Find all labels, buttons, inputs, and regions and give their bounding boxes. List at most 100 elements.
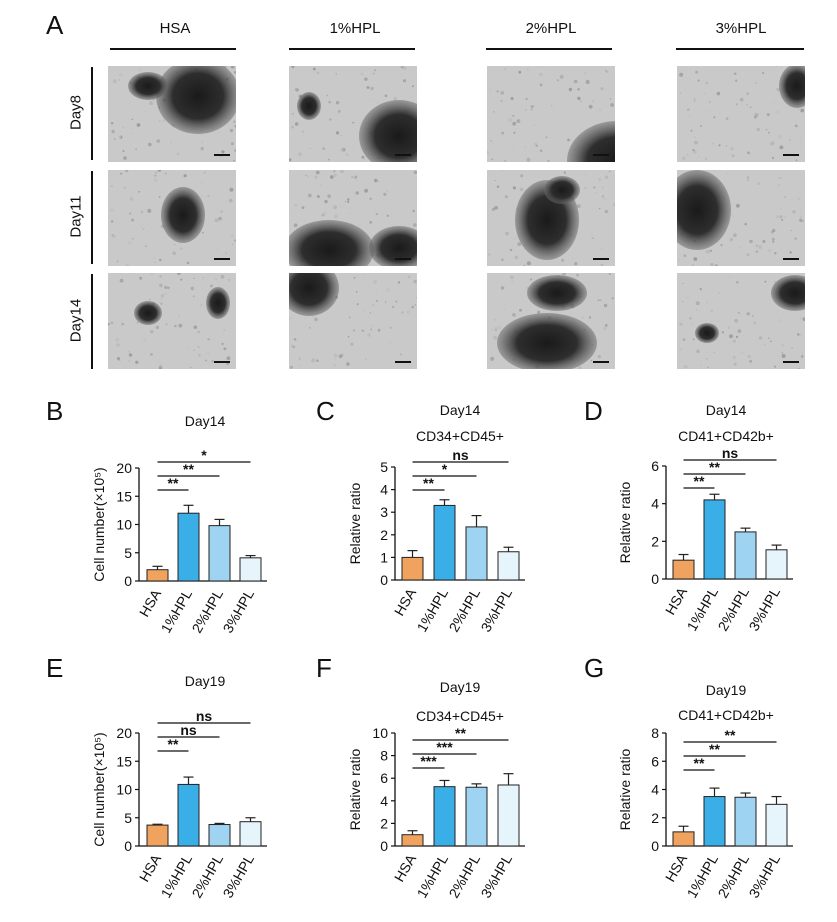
x-tick-label: 3%HPL: [220, 586, 258, 635]
micrograph-image: [677, 273, 805, 369]
bar-2hpl: [734, 531, 757, 580]
panel-letter-d: D: [584, 396, 603, 426]
y-tick-label: 4: [380, 793, 388, 809]
column-underline: [110, 48, 236, 50]
bar-1hpl: [177, 512, 200, 582]
row-bracket: [91, 274, 93, 369]
bar-1hpl: [433, 504, 456, 581]
panel-a-letter: A: [46, 10, 64, 40]
column-header-1hpl: 1%HPL: [329, 20, 381, 37]
bar-3hpl: [239, 821, 262, 847]
bar-2hpl: [208, 824, 231, 847]
y-tick-label: 15: [116, 753, 132, 769]
significance-label: ***: [420, 753, 437, 769]
y-tick-label: 6: [651, 753, 659, 769]
x-tick-label: HSA: [136, 586, 165, 620]
significance-label: *: [201, 447, 207, 463]
y-axis-label: Cell number(×10⁵): [91, 732, 107, 846]
y-tick-label: 4: [651, 782, 659, 798]
significance-label: **: [168, 736, 179, 752]
x-tick-label: HSA: [662, 851, 691, 885]
y-tick-label: 0: [124, 573, 132, 589]
y-tick-label: 2: [380, 527, 388, 543]
micrograph-image: [108, 170, 236, 266]
y-tick-label: 20: [116, 460, 132, 476]
significance-label: ns: [180, 722, 197, 738]
significance-label: **: [423, 475, 434, 491]
y-tick-label: 0: [651, 838, 659, 854]
y-tick-label: 0: [380, 838, 388, 854]
panel-letter-e: E: [46, 653, 63, 683]
y-tick-label: 2: [380, 815, 388, 831]
bar-hsa: [401, 556, 424, 581]
y-tick-label: 5: [124, 810, 132, 826]
y-axis-label: Relative ratio: [347, 482, 363, 564]
bar-hsa: [401, 834, 424, 847]
column-header-3hpl: 3%HPL: [715, 20, 767, 37]
chart-title: Day14: [706, 402, 747, 418]
y-axis-label: Relative ratio: [617, 748, 633, 830]
micrograph-image: [487, 170, 615, 266]
x-tick-label: 3%HPL: [746, 584, 784, 633]
column-header-2hpl: 2%HPL: [525, 20, 577, 37]
column-header-hsa: HSA: [159, 20, 191, 37]
x-tick-label: 3%HPL: [746, 851, 784, 900]
y-tick-label: 4: [380, 482, 388, 498]
x-tick-label: 3%HPL: [478, 585, 516, 634]
chart-subtitle: CD41+CD42b+: [678, 707, 774, 723]
y-tick-label: 5: [124, 545, 132, 561]
x-tick-label: 3%HPL: [478, 851, 516, 900]
micrograph-image: [289, 170, 417, 266]
significance-label: **: [694, 473, 705, 489]
y-tick-label: 8: [651, 725, 659, 741]
micrograph-image: [487, 66, 615, 162]
bar-1hpl: [433, 786, 456, 847]
y-tick-label: 6: [380, 770, 388, 786]
y-tick-label: 10: [116, 517, 132, 533]
chart-subtitle: CD34+CD45+: [416, 428, 504, 444]
bar-2hpl: [465, 786, 488, 847]
bar-1hpl: [703, 796, 726, 847]
bar-3hpl: [765, 549, 788, 580]
bar-hsa: [146, 824, 169, 847]
bar-3hpl: [497, 784, 520, 847]
bar-1hpl: [177, 783, 200, 847]
x-tick-label: HSA: [391, 851, 420, 885]
panel-letter-g: G: [584, 653, 604, 683]
bar-3hpl: [497, 551, 520, 581]
column-underline: [289, 48, 415, 50]
significance-label: **: [183, 461, 194, 477]
bar-2hpl: [465, 526, 488, 581]
y-tick-label: 8: [380, 748, 388, 764]
bar-hsa: [672, 559, 695, 580]
bar-3hpl: [239, 557, 262, 582]
y-tick-label: 4: [651, 496, 659, 512]
x-tick-label: 3%HPL: [220, 851, 258, 900]
y-axis-label: Relative ratio: [347, 748, 363, 830]
y-tick-label: 0: [124, 838, 132, 854]
bar-2hpl: [208, 525, 231, 582]
micrograph-image: [677, 66, 805, 162]
significance-label: ns: [722, 445, 739, 461]
row-bracket: [91, 171, 93, 264]
row-bracket: [91, 67, 93, 160]
y-tick-label: 0: [380, 572, 388, 588]
significance-label: **: [725, 727, 736, 743]
significance-label: ***: [436, 739, 453, 755]
significance-label: **: [709, 459, 720, 475]
micrograph-image: [487, 273, 615, 369]
y-tick-label: 0: [651, 571, 659, 587]
chart-subtitle: CD41+CD42b+: [678, 428, 774, 444]
significance-label: **: [168, 475, 179, 491]
bar-3hpl: [765, 803, 788, 847]
micrograph-image: [289, 66, 417, 162]
y-tick-label: 10: [372, 725, 388, 741]
significance-label: **: [455, 725, 466, 741]
micrograph-image: [108, 66, 236, 162]
y-tick-label: 2: [651, 810, 659, 826]
bar-hsa: [672, 831, 695, 847]
significance-label: ns: [196, 708, 213, 724]
x-tick-label: HSA: [391, 585, 420, 619]
y-axis-label: Relative ratio: [617, 481, 633, 563]
chart-title: Day14: [185, 413, 226, 429]
